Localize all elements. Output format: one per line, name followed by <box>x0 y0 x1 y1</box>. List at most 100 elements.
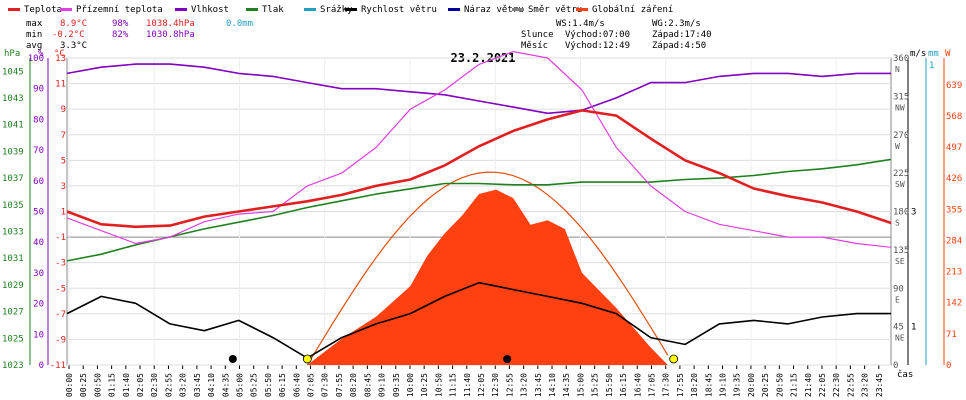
degc-tick-0: 13 <box>55 54 66 64</box>
stats-avg-temp: 3.3°C <box>60 41 87 51</box>
x-tick-55: 22:55 <box>846 373 855 397</box>
legend-label-7: Směr větru <box>528 5 582 15</box>
stats-moon-label: Měsíc <box>521 41 548 51</box>
dir-letter-3: SW <box>895 180 905 189</box>
stats-min-temp: -0.2°C <box>52 30 85 40</box>
x-tick-7: 02:55 <box>164 373 173 397</box>
w-tick-9: 0 <box>946 361 951 371</box>
legend-swatch-4 <box>304 8 316 11</box>
degc-tick-5: 3 <box>61 182 66 192</box>
hpa-tick-3: 1039 <box>2 147 24 157</box>
x-tick-51: 21:15 <box>790 373 799 397</box>
x-tick-27: 11:15 <box>449 373 458 397</box>
legend-label-4: Srážky <box>320 5 353 15</box>
stats-moon-rise: Východ:12:49 <box>565 41 630 51</box>
x-tick-48: 20:00 <box>747 373 756 397</box>
legend-label-8: Globální záření <box>592 5 673 15</box>
x-tick-47: 19:35 <box>733 373 742 397</box>
dir-tick-1: 315 <box>893 92 909 102</box>
x-tick-28: 11:40 <box>463 373 472 397</box>
dir-tick-8: 0 <box>893 361 898 371</box>
legend-label-0: Teplota <box>24 5 62 15</box>
legend-swatch-7 <box>512 8 524 11</box>
degc-tick-11: -9 <box>55 335 66 345</box>
x-tick-0: 00:00 <box>65 373 74 397</box>
x-tick-41: 17:05 <box>647 373 656 397</box>
hpa-tick-10: 1025 <box>2 334 24 344</box>
pct-tick-2: 80 <box>33 115 44 125</box>
ms-tick-0: 3 <box>911 208 916 218</box>
axis-unit-mm: mm <box>928 49 939 59</box>
stats-sun-rise: Východ:07:00 <box>565 30 630 40</box>
sunset-marker <box>669 354 679 364</box>
radiation-clear-sky-curve <box>306 171 669 366</box>
legend-swatch-6 <box>448 8 460 11</box>
stats-min-press: 1030.8hPa <box>146 30 195 40</box>
w-tick-0: 639 <box>946 81 962 91</box>
x-tick-35: 14:35 <box>562 373 571 397</box>
x-tick-5: 02:05 <box>136 373 145 397</box>
stats-moon-set: Západ:4:50 <box>652 41 706 51</box>
x-tick-2: 00:50 <box>93 373 102 397</box>
x-tick-6: 02:30 <box>150 373 159 397</box>
degc-tick-6: 1 <box>61 208 66 218</box>
x-tick-12: 05:00 <box>235 373 244 397</box>
x-tick-30: 12:30 <box>491 373 500 397</box>
x-tick-56: 23:20 <box>861 373 870 397</box>
w-tick-6: 213 <box>946 268 962 278</box>
x-tick-46: 19:10 <box>719 373 728 397</box>
x-tick-22: 09:10 <box>378 373 387 397</box>
degc-tick-9: -5 <box>55 284 66 294</box>
pct-tick-4: 60 <box>33 177 44 187</box>
dir-tick-0: 360 <box>893 54 909 64</box>
x-tick-15: 06:15 <box>278 373 287 397</box>
x-tick-44: 18:20 <box>690 373 699 397</box>
dir-tick-7: 45 <box>893 323 904 333</box>
series-radiation-area <box>307 189 668 365</box>
x-tick-21: 08:45 <box>363 373 372 397</box>
dir-tick-5: 135 <box>893 246 909 256</box>
x-tick-33: 13:45 <box>534 373 543 397</box>
dir-letter-2: W <box>895 142 900 151</box>
moonrise-marker <box>503 355 512 363</box>
hpa-tick-8: 1029 <box>2 281 24 291</box>
legend-swatch-2 <box>175 8 187 11</box>
x-tick-43: 17:55 <box>676 373 685 397</box>
degc-tick-1: 11 <box>55 80 66 90</box>
pct-tick-9: 10 <box>33 330 44 340</box>
pct-tick-1: 90 <box>33 85 44 95</box>
x-tick-16: 06:40 <box>292 373 301 397</box>
dir-tick-6: 90 <box>893 284 904 294</box>
x-tick-29: 12:05 <box>477 373 486 397</box>
hpa-tick-1: 1043 <box>2 94 24 104</box>
stats-min-hum: 82% <box>112 30 129 40</box>
x-tick-45: 18:45 <box>704 373 713 397</box>
hpa-tick-4: 1037 <box>2 174 24 184</box>
x-tick-11: 04:35 <box>221 373 230 397</box>
stats-max-label: max <box>26 19 43 29</box>
degc-tick-8: -3 <box>55 259 66 269</box>
stats-sun-set: Západ:17:40 <box>652 30 712 40</box>
hpa-tick-0: 1045 <box>2 67 24 77</box>
x-tick-36: 15:00 <box>576 373 585 397</box>
legend-swatch-5 <box>345 8 357 11</box>
x-tick-8: 03:20 <box>179 373 188 397</box>
stats-sun-label: Slunce <box>521 30 554 40</box>
stats-max-rain: 0.0mm <box>226 19 253 29</box>
stats-min-label: min <box>26 30 42 40</box>
chart-marks <box>66 51 892 366</box>
x-tick-54: 22:30 <box>832 373 841 397</box>
x-tick-39: 16:15 <box>619 373 628 397</box>
x-tick-9: 03:45 <box>193 373 202 397</box>
legend-swatch-8 <box>576 8 588 11</box>
degc-tick-2: 9 <box>61 105 66 115</box>
x-tick-3: 01:15 <box>108 373 117 397</box>
x-tick-19: 07:55 <box>335 373 344 397</box>
x-tick-49: 20:25 <box>761 373 770 397</box>
x-tick-38: 15:50 <box>605 373 614 397</box>
w-tick-1: 568 <box>946 112 962 122</box>
stats-ws: WS:1.4m/s <box>556 19 605 29</box>
w-tick-7: 142 <box>946 299 962 309</box>
